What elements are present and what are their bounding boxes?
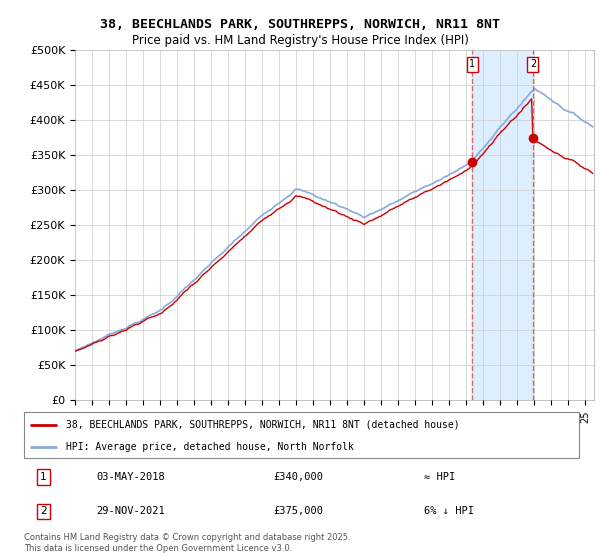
Text: 2: 2	[530, 59, 536, 69]
Text: 1: 1	[40, 472, 47, 482]
Text: 38, BEECHLANDS PARK, SOUTHREPPS, NORWICH, NR11 8NT (detached house): 38, BEECHLANDS PARK, SOUTHREPPS, NORWICH…	[65, 419, 459, 430]
Text: ≈ HPI: ≈ HPI	[424, 472, 455, 482]
Text: HPI: Average price, detached house, North Norfolk: HPI: Average price, detached house, Nort…	[65, 442, 353, 451]
Text: Price paid vs. HM Land Registry's House Price Index (HPI): Price paid vs. HM Land Registry's House …	[131, 34, 469, 47]
Bar	[472, 50, 533, 400]
Text: 2: 2	[40, 506, 47, 516]
Text: 29-NOV-2021: 29-NOV-2021	[96, 506, 165, 516]
Text: 1: 1	[469, 59, 475, 69]
Text: £375,000: £375,000	[274, 506, 324, 516]
FancyBboxPatch shape	[24, 412, 579, 458]
Text: £340,000: £340,000	[274, 472, 324, 482]
Text: Contains HM Land Registry data © Crown copyright and database right 2025.
This d: Contains HM Land Registry data © Crown c…	[24, 534, 350, 553]
Text: 03-MAY-2018: 03-MAY-2018	[96, 472, 165, 482]
Text: 6% ↓ HPI: 6% ↓ HPI	[424, 506, 473, 516]
Text: 38, BEECHLANDS PARK, SOUTHREPPS, NORWICH, NR11 8NT: 38, BEECHLANDS PARK, SOUTHREPPS, NORWICH…	[100, 18, 500, 31]
